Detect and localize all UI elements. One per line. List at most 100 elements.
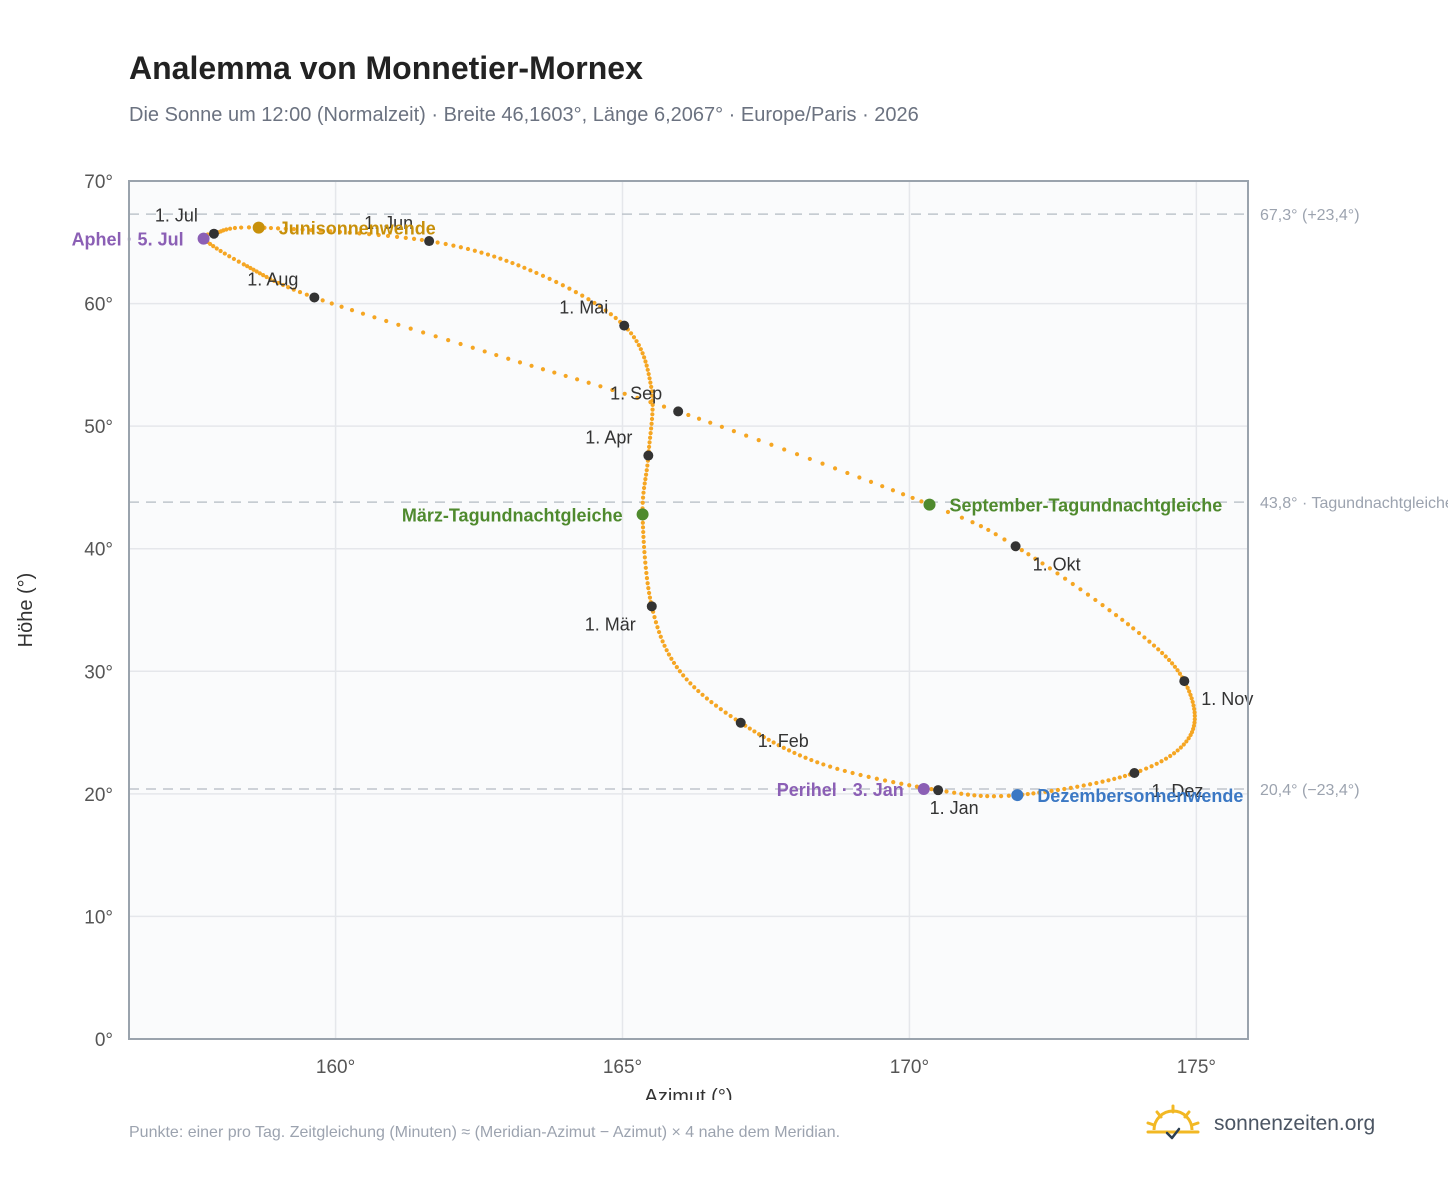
daily-sun-point xyxy=(944,789,949,794)
daily-sun-point xyxy=(832,466,838,471)
daily-sun-point xyxy=(644,468,649,473)
daily-sun-point xyxy=(254,269,259,274)
month-point xyxy=(646,601,657,612)
month-label: 1. Jun xyxy=(364,213,413,233)
daily-sun-point xyxy=(744,433,749,438)
daily-sun-point xyxy=(421,330,426,335)
daily-sun-point xyxy=(985,794,990,799)
y-tick-label: 60° xyxy=(84,295,113,316)
daily-sun-point xyxy=(408,326,413,331)
daily-sun-point xyxy=(660,639,665,644)
daily-sun-point xyxy=(1138,768,1143,773)
daily-sun-point xyxy=(882,778,888,783)
daily-sun-point xyxy=(472,248,477,253)
daily-sun-point xyxy=(214,246,219,251)
month-label: 1. Feb xyxy=(758,731,809,751)
daily-sun-point xyxy=(482,349,487,354)
daily-sun-point xyxy=(648,399,653,405)
month-point xyxy=(933,785,944,796)
event-label: Junisonnenwende xyxy=(279,219,436,239)
daily-sun-point xyxy=(890,488,896,493)
daily-sun-point xyxy=(794,452,800,457)
daily-sun-point xyxy=(945,509,951,515)
daily-sun-point xyxy=(1131,626,1136,631)
month-label: 1. Aug xyxy=(247,269,298,289)
daily-sun-point xyxy=(1025,791,1030,797)
daily-sun-point xyxy=(1047,566,1053,571)
daily-sun-point xyxy=(650,393,655,398)
daily-sun-point xyxy=(251,267,256,272)
event-label: Dezembersonnenwende xyxy=(1037,786,1243,806)
daily-sun-point xyxy=(1055,571,1060,576)
daily-sun-point xyxy=(638,347,643,352)
daily-sun-point xyxy=(218,248,223,254)
daily-sun-point xyxy=(357,231,362,236)
daily-sun-point xyxy=(1192,710,1197,715)
daily-sun-point xyxy=(646,371,651,377)
daily-sun-point xyxy=(874,776,879,781)
daily-sun-point xyxy=(1062,786,1067,792)
month-point xyxy=(1179,676,1190,687)
daily-sun-point xyxy=(688,681,693,686)
daily-sun-point xyxy=(641,539,646,544)
daily-sun-point xyxy=(300,227,305,232)
daily-sun-point xyxy=(1154,761,1159,766)
y-tick-label: 50° xyxy=(84,417,113,438)
daily-sun-point xyxy=(510,260,515,266)
daily-sun-point xyxy=(1094,780,1099,786)
daily-sun-point xyxy=(652,615,657,620)
daily-sun-point xyxy=(709,699,714,705)
daily-sun-point xyxy=(1189,696,1194,701)
event-label: Aphel · 5. Jul xyxy=(72,230,184,250)
daily-sun-point xyxy=(451,243,456,248)
daily-sun-point xyxy=(1043,789,1048,794)
daily-sun-point xyxy=(910,495,915,501)
daily-sun-point xyxy=(1186,736,1191,741)
y-tick-label: 70° xyxy=(84,172,113,193)
daily-sun-point xyxy=(1085,592,1091,597)
brand[interactable]: sonnenzeiten.org xyxy=(1146,1104,1375,1144)
daily-sun-point xyxy=(646,586,651,591)
daily-sun-point xyxy=(649,426,654,431)
daily-sun-point xyxy=(1149,764,1154,769)
daily-sun-point xyxy=(552,370,557,375)
daily-sun-point xyxy=(1040,561,1045,566)
daily-sun-point xyxy=(211,244,216,249)
daily-sun-point xyxy=(1181,742,1186,747)
daily-sun-point xyxy=(719,424,724,429)
daily-sun-point xyxy=(756,438,761,443)
daily-sun-point xyxy=(245,264,250,269)
daily-sun-point xyxy=(866,774,871,779)
daily-sun-point xyxy=(640,520,645,525)
month-point xyxy=(619,320,630,331)
daily-sun-point xyxy=(248,265,253,271)
daily-sun-point xyxy=(713,703,719,708)
daily-sun-point xyxy=(671,660,677,666)
daily-sun-point xyxy=(641,534,646,540)
daily-sun-point xyxy=(1122,773,1128,779)
daily-sun-point xyxy=(372,315,377,320)
daily-sun-point xyxy=(642,355,647,360)
daily-sun-point xyxy=(1184,739,1189,744)
daily-sun-point xyxy=(492,254,497,259)
daily-sun-point xyxy=(636,343,641,348)
daily-sun-point xyxy=(642,481,647,486)
daily-sun-point xyxy=(649,416,655,422)
daily-sun-point xyxy=(1055,787,1061,793)
daily-sun-point xyxy=(347,230,352,235)
daily-sun-point xyxy=(1100,779,1105,784)
daily-sun-point xyxy=(647,435,653,440)
daily-sun-point xyxy=(458,341,463,347)
daily-sun-point xyxy=(291,287,296,292)
y-tick-label: 20° xyxy=(84,785,113,806)
daily-sun-point xyxy=(700,692,705,697)
daily-sun-point xyxy=(820,461,825,466)
brand-name[interactable]: sonnenzeiten.org xyxy=(1214,1112,1376,1135)
daily-sun-point xyxy=(1171,751,1177,756)
daily-sun-point xyxy=(880,484,885,489)
daily-sun-point xyxy=(446,338,451,343)
daily-sun-point xyxy=(1068,785,1073,790)
daily-sun-point xyxy=(674,665,679,670)
daily-sun-point xyxy=(728,713,733,719)
daily-sun-point xyxy=(419,237,424,243)
